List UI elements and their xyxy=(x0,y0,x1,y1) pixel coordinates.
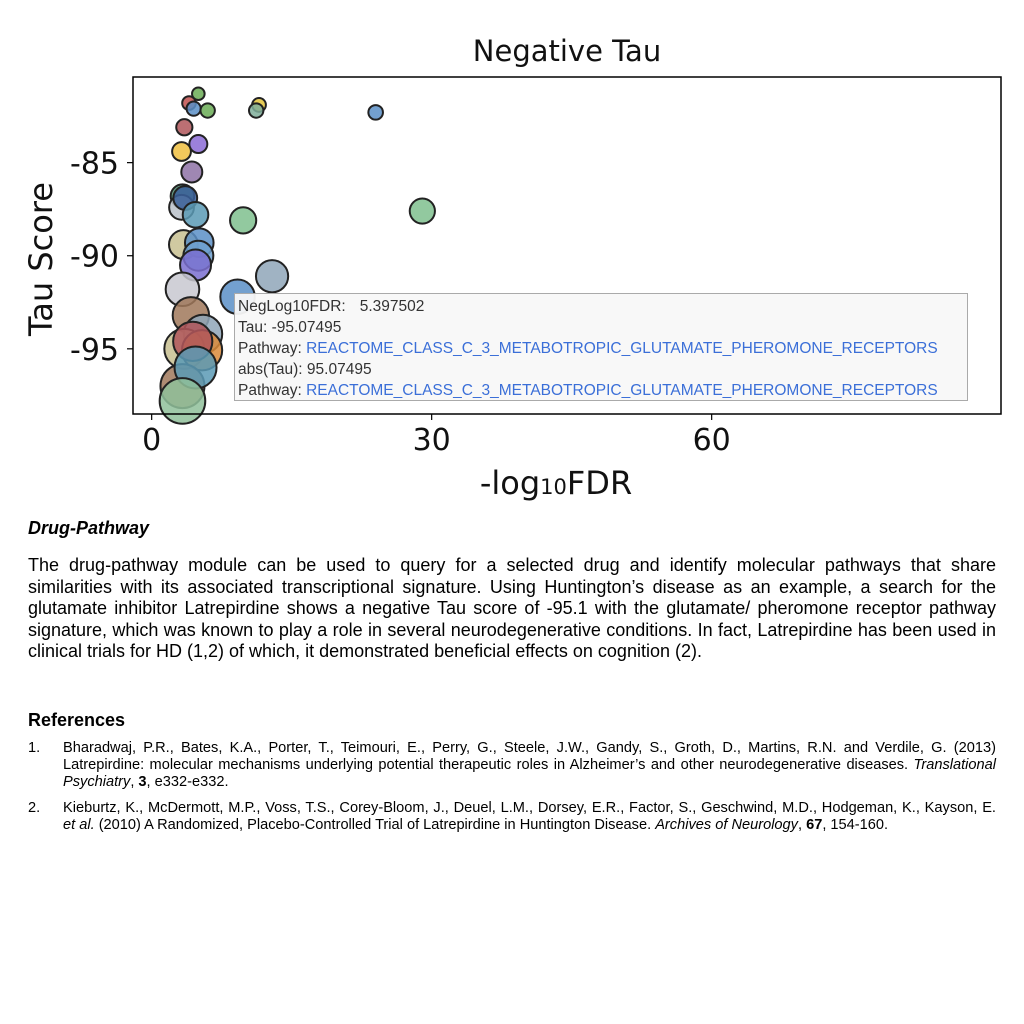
y-axis-label: Tau Score xyxy=(22,182,60,337)
x-tick-label: 30 xyxy=(413,423,451,458)
data-point[interactable] xyxy=(229,206,258,235)
tooltip-tau: Tau: -95.07495 xyxy=(238,319,342,336)
data-points xyxy=(158,86,436,425)
reference-et-al: et al. xyxy=(63,817,95,833)
plot-frame xyxy=(132,76,1002,415)
y-axis-ticks: -85 -90 -95 xyxy=(70,147,133,368)
data-point[interactable] xyxy=(254,259,290,294)
y-tick-label: -95 xyxy=(70,333,119,368)
section-title: Drug-Pathway xyxy=(28,518,150,538)
x-axis-ticks: 0 30 60 xyxy=(142,414,731,458)
references-title: References xyxy=(28,710,126,730)
tooltip-pathway-link-2[interactable]: REACTOME_CLASS_C_3_METABOTROPIC_GLUTAMAT… xyxy=(306,382,938,399)
reference-journal: Translational Psychiatry xyxy=(63,757,996,790)
reference-text: Bharadwaj, P.R., Bates, K.A., Porter, T.… xyxy=(63,740,996,790)
reference-item: 1. Bharadwaj, P.R., Bates, K.A., Porter,… xyxy=(28,740,996,791)
data-point[interactable] xyxy=(171,141,192,162)
reference-item: 2. Kieburtz, K., McDermott, M.P., Voss, … xyxy=(28,800,996,834)
reference-number: 1. xyxy=(28,740,41,756)
description-paragraph: The drug-pathway module can be used to q… xyxy=(28,555,996,661)
reference-volume: 67 xyxy=(806,817,823,833)
data-point[interactable] xyxy=(180,160,204,184)
tooltip-pathway-link[interactable]: REACTOME_CLASS_C_3_METABOTROPIC_GLUTAMAT… xyxy=(306,340,938,357)
scatter-chart: Negative Tau Tau Score -log10FDR -85-90-… xyxy=(22,34,1002,502)
reference-number: 2. xyxy=(28,800,41,816)
data-point[interactable] xyxy=(199,102,216,119)
x-tick-label: 60 xyxy=(693,423,731,458)
tooltip-pathway-label-2: Pathway: xyxy=(238,382,302,399)
x-tick-label: 0 xyxy=(142,423,161,458)
x-axis-label: -log10FDR xyxy=(480,464,632,502)
tooltip-abs-tau: abs(Tau): 95.07495 xyxy=(238,361,372,378)
reference-journal: Archives of Neurology xyxy=(655,817,798,833)
tooltip-fdr-value: 5.397502 xyxy=(359,298,425,315)
data-point[interactable] xyxy=(367,104,384,121)
data-point[interactable] xyxy=(175,118,194,137)
reference-text: Kieburtz, K., McDermott, M.P., Voss, T.S… xyxy=(63,800,996,833)
y-tick-label: -90 xyxy=(70,240,119,275)
data-point[interactable] xyxy=(158,377,207,425)
data-point[interactable] xyxy=(188,134,209,155)
y-tick-label: -85 xyxy=(70,147,119,182)
data-point[interactable] xyxy=(248,102,265,119)
data-point[interactable] xyxy=(408,197,436,225)
chart-title: Negative Tau xyxy=(473,34,661,68)
tooltip-pathway-label: Pathway: xyxy=(238,340,302,357)
reference-volume: 3 xyxy=(138,774,147,790)
data-point[interactable] xyxy=(181,200,210,229)
data-point[interactable] xyxy=(191,86,206,102)
data-point[interactable] xyxy=(185,100,202,117)
hover-tooltip: NegLog10FDR: 5.397502 Tau: -95.07495 Path… xyxy=(234,293,968,401)
tooltip-fdr-label: NegLog10FDR: xyxy=(238,298,346,315)
